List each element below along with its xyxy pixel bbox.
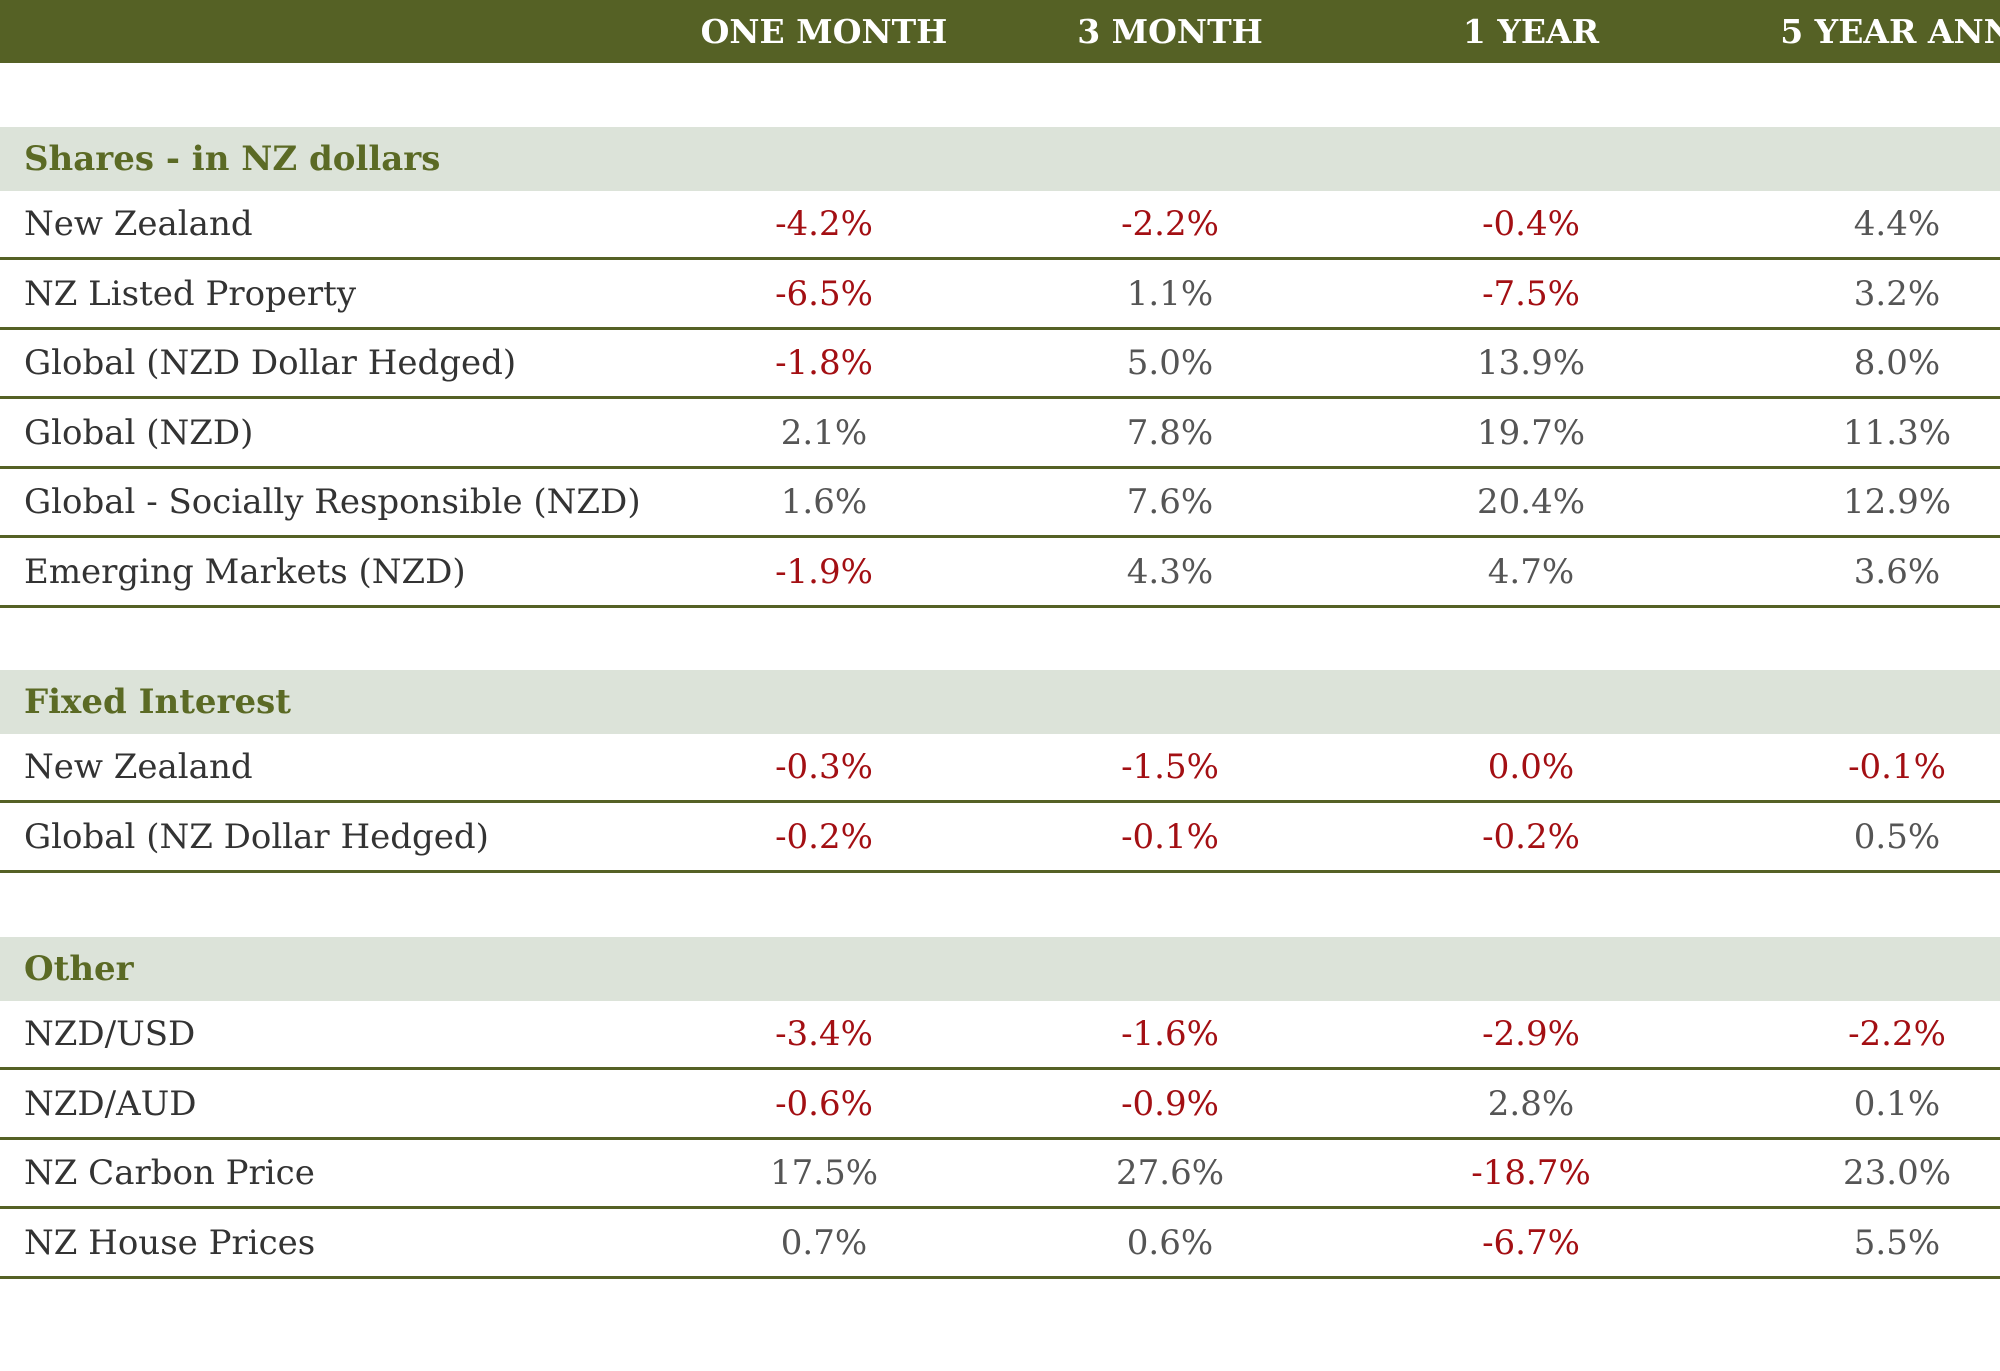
- value-cell: -0.2%: [1482, 817, 1580, 857]
- row-label: NZ House Prices: [24, 1223, 316, 1263]
- value-cell: 8.0%: [1853, 343, 1941, 383]
- value-cell: -0.3%: [775, 747, 873, 787]
- value-cell: 1.6%: [780, 482, 868, 522]
- section-title: Other: [24, 949, 134, 989]
- row-label: Global (NZD Dollar Hedged): [24, 343, 517, 383]
- table-row: NZ House Prices 0.7% 0.6% -6.7% 5.5%: [0, 1210, 2000, 1279]
- section-title: Fixed Interest: [24, 682, 291, 722]
- section-header: Shares - in NZ dollars: [0, 127, 2000, 191]
- table-row: Emerging Markets (NZD) -1.9% 4.3% 4.7% 3.6%: [0, 539, 2000, 608]
- value-cell: -1.8%: [775, 343, 873, 383]
- value-cell: -3.4%: [775, 1014, 873, 1054]
- value-cell: 19.7%: [1476, 413, 1586, 453]
- value-cell: 0.1%: [1853, 1084, 1941, 1124]
- value-cell: -18.7%: [1471, 1153, 1591, 1193]
- column-header-one-month: ONE MONTH: [700, 12, 948, 51]
- table-header: ONE MONTH 3 MONTH 1 YEAR 5 YEAR ANN: [0, 0, 2000, 63]
- value-cell: 0.7%: [780, 1223, 868, 1263]
- row-label: NZD/USD: [24, 1014, 196, 1054]
- value-cell: 5.5%: [1853, 1223, 1941, 1263]
- value-cell: -0.1%: [1848, 747, 1946, 787]
- row-label: NZD/AUD: [24, 1084, 197, 1124]
- table-row: New Zealand -4.2% -2.2% -0.4% 4.4%: [0, 191, 2000, 260]
- value-cell: 23.0%: [1842, 1153, 1952, 1193]
- value-cell: 0.0%: [1487, 747, 1575, 787]
- row-label: NZ Carbon Price: [24, 1153, 315, 1193]
- value-cell: -0.1%: [1121, 817, 1219, 857]
- value-cell: 0.6%: [1126, 1223, 1214, 1263]
- row-label: Global (NZ Dollar Hedged): [24, 817, 489, 857]
- value-cell: 4.7%: [1487, 552, 1575, 592]
- value-cell: 4.4%: [1853, 204, 1941, 244]
- value-cell: 5.0%: [1126, 343, 1214, 383]
- value-cell: 17.5%: [769, 1153, 879, 1193]
- value-cell: -6.7%: [1482, 1223, 1580, 1263]
- section-title: Shares - in NZ dollars: [24, 139, 441, 179]
- table-row: Global - Socially Responsible (NZD) 1.6% 7…: [0, 469, 2000, 538]
- value-cell: 11.3%: [1842, 413, 1952, 453]
- table-row: NZ Carbon Price 17.5% 27.6% -18.7% 23.0%: [0, 1140, 2000, 1209]
- value-cell: -1.6%: [1121, 1014, 1219, 1054]
- value-cell: 2.8%: [1487, 1084, 1575, 1124]
- value-cell: 0.5%: [1853, 817, 1941, 857]
- value-cell: 13.9%: [1476, 343, 1586, 383]
- value-cell: 7.6%: [1126, 482, 1214, 522]
- row-label: Global (NZD): [24, 413, 254, 453]
- value-cell: -7.5%: [1482, 274, 1580, 314]
- value-cell: -2.9%: [1482, 1014, 1580, 1054]
- row-label: Emerging Markets (NZD): [24, 552, 466, 592]
- value-cell: -2.2%: [1121, 204, 1219, 244]
- value-cell: -1.9%: [775, 552, 873, 592]
- value-cell: 2.1%: [780, 413, 868, 453]
- value-cell: -0.2%: [775, 817, 873, 857]
- column-header-1-year: 1 YEAR: [1462, 12, 1600, 51]
- value-cell: 20.4%: [1476, 482, 1586, 522]
- table-row: Global (NZD) 2.1% 7.8% 19.7% 11.3%: [0, 400, 2000, 469]
- value-cell: 12.9%: [1842, 482, 1952, 522]
- value-cell: 7.8%: [1126, 413, 1214, 453]
- column-header-3-month: 3 MONTH: [1077, 12, 1263, 51]
- table-row: NZD/USD -3.4% -1.6% -2.9% -2.2%: [0, 1001, 2000, 1070]
- value-cell: 27.6%: [1115, 1153, 1225, 1193]
- value-cell: -6.5%: [775, 274, 873, 314]
- row-label: NZ Listed Property: [24, 274, 357, 314]
- value-cell: 4.3%: [1126, 552, 1214, 592]
- table-row: Global (NZ Dollar Hedged) -0.2% -0.1% -0.2%…: [0, 804, 2000, 873]
- row-label: Global - Socially Responsible (NZD): [24, 482, 641, 522]
- value-cell: -0.6%: [775, 1084, 873, 1124]
- row-label: New Zealand: [24, 747, 253, 787]
- value-cell: 1.1%: [1126, 274, 1214, 314]
- value-cell: -0.9%: [1121, 1084, 1219, 1124]
- value-cell: -4.2%: [775, 204, 873, 244]
- value-cell: -2.2%: [1848, 1014, 1946, 1054]
- table-row: NZ Listed Property -6.5% 1.1% -7.5% 3.2%: [0, 261, 2000, 330]
- value-cell: 3.6%: [1853, 552, 1941, 592]
- value-cell: 3.2%: [1853, 274, 1941, 314]
- value-cell: -0.4%: [1482, 204, 1580, 244]
- table-row: Global (NZD Dollar Hedged) -1.8% 5.0% 13.9%…: [0, 330, 2000, 399]
- column-header-5-year: 5 YEAR ANN: [1780, 12, 2000, 51]
- table-row: NZD/AUD -0.6% -0.9% 2.8% 0.1%: [0, 1071, 2000, 1140]
- section-header: Other: [0, 937, 2000, 1001]
- row-label: New Zealand: [24, 204, 253, 244]
- value-cell: -1.5%: [1121, 747, 1219, 787]
- section-header: Fixed Interest: [0, 670, 2000, 734]
- table-row: New Zealand -0.3% -1.5% 0.0% -0.1%: [0, 734, 2000, 803]
